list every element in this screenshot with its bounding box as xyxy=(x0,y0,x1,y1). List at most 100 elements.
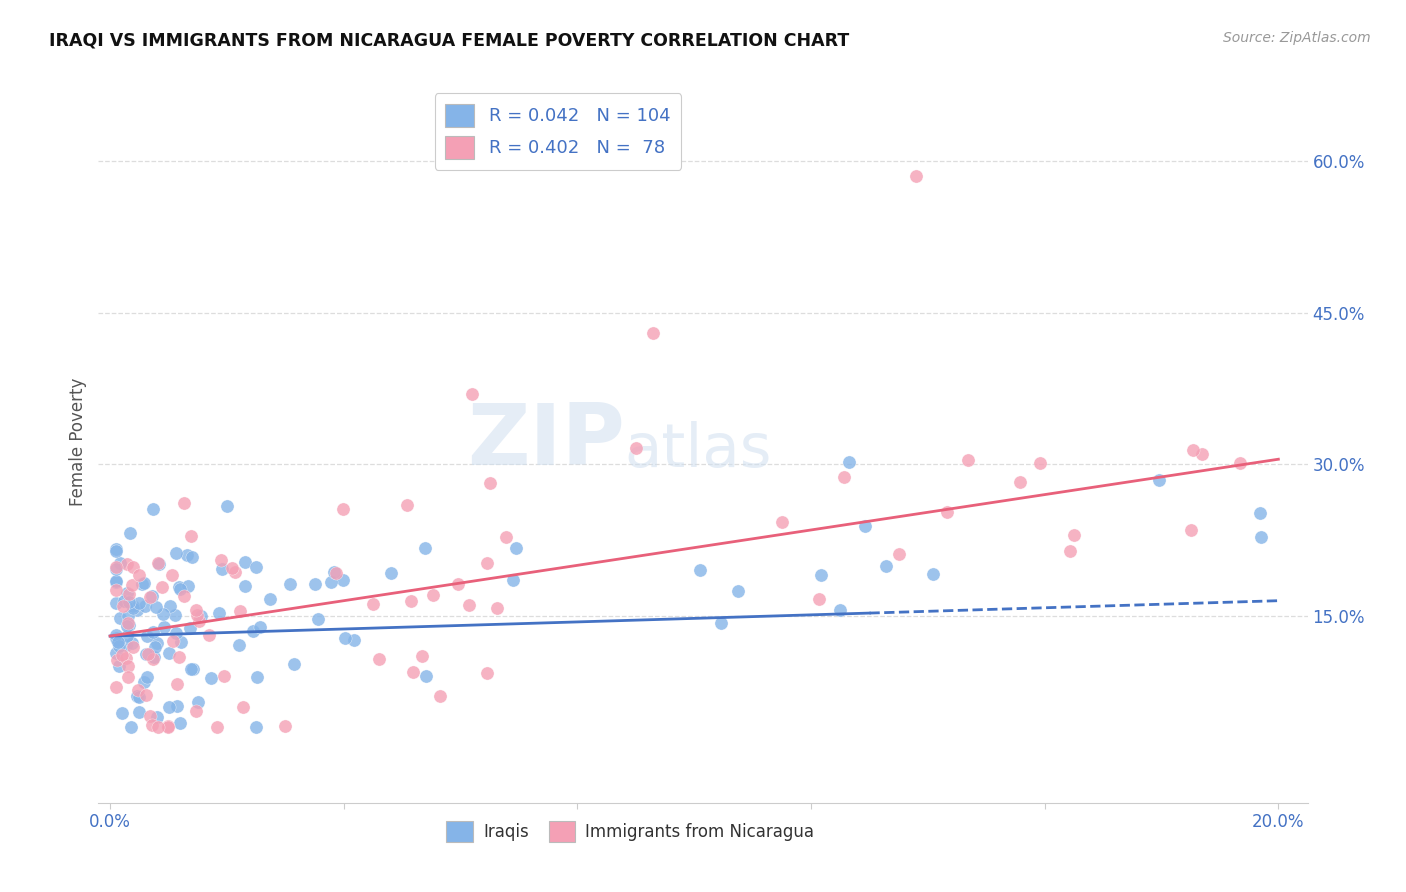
Point xyxy=(325,566,347,580)
Point xyxy=(104,646,127,660)
Point xyxy=(215,499,238,513)
Text: atlas: atlas xyxy=(624,421,772,480)
Point xyxy=(190,608,212,623)
Point xyxy=(956,453,979,467)
Point xyxy=(135,688,157,702)
Point xyxy=(167,580,190,594)
Point xyxy=(181,662,204,676)
Point xyxy=(165,546,187,560)
Point xyxy=(111,706,134,720)
Point xyxy=(1059,544,1081,558)
Point xyxy=(148,558,170,572)
Point xyxy=(118,595,141,609)
Point xyxy=(475,556,498,570)
Point xyxy=(117,658,139,673)
Point xyxy=(163,608,186,623)
Point xyxy=(128,705,150,719)
Point xyxy=(125,689,148,703)
Point xyxy=(367,652,389,666)
Point xyxy=(322,566,344,580)
Point xyxy=(486,600,509,615)
Point xyxy=(143,649,166,664)
Point xyxy=(105,632,128,647)
Point xyxy=(118,587,141,601)
Point xyxy=(1180,523,1202,537)
Point xyxy=(104,582,127,597)
Point xyxy=(115,638,138,652)
Point xyxy=(200,671,222,685)
Point xyxy=(1191,447,1213,461)
Point xyxy=(121,578,143,592)
Point xyxy=(127,683,149,698)
Point xyxy=(283,657,305,671)
Point xyxy=(922,566,945,581)
Point xyxy=(135,647,157,661)
Text: Source: ZipAtlas.com: Source: ZipAtlas.com xyxy=(1223,31,1371,45)
Point xyxy=(138,647,160,661)
Point xyxy=(229,604,252,618)
Point xyxy=(180,529,202,543)
Point xyxy=(173,496,195,510)
Point xyxy=(104,574,127,589)
Point xyxy=(104,562,127,576)
Point xyxy=(505,541,527,555)
Point xyxy=(402,665,425,680)
Point xyxy=(104,543,127,558)
Point xyxy=(153,620,176,634)
Point xyxy=(166,698,188,713)
Point xyxy=(160,568,183,582)
Point xyxy=(148,556,170,570)
Point xyxy=(280,577,302,591)
Point xyxy=(157,719,180,733)
Point xyxy=(1008,475,1031,489)
Point xyxy=(242,624,264,638)
Point xyxy=(495,530,517,544)
Point xyxy=(810,568,832,582)
Point xyxy=(121,636,143,650)
Point xyxy=(110,556,132,570)
Point xyxy=(107,639,129,653)
Point xyxy=(180,662,202,676)
Point xyxy=(117,557,139,571)
Point xyxy=(889,547,911,561)
Point xyxy=(157,647,180,661)
Point xyxy=(141,590,163,604)
Point xyxy=(321,574,343,589)
Legend: Iraqis, Immigrants from Nicaragua: Iraqis, Immigrants from Nicaragua xyxy=(440,814,821,848)
Point xyxy=(184,704,207,718)
Point xyxy=(905,169,928,184)
Point xyxy=(121,559,143,574)
Point xyxy=(122,599,145,613)
Point xyxy=(187,695,209,709)
Point xyxy=(335,631,357,645)
Point xyxy=(1250,530,1272,544)
Point xyxy=(380,566,402,581)
Point xyxy=(167,650,190,665)
Point xyxy=(104,575,127,590)
Point xyxy=(142,502,165,516)
Point xyxy=(246,670,269,684)
Point xyxy=(146,710,169,724)
Point xyxy=(413,541,436,556)
Point xyxy=(838,455,860,469)
Point xyxy=(107,634,129,648)
Point xyxy=(274,719,297,733)
Point xyxy=(304,577,326,591)
Point xyxy=(162,634,184,648)
Point xyxy=(936,505,959,519)
Point xyxy=(173,589,195,603)
Point xyxy=(808,592,831,607)
Point xyxy=(142,652,165,666)
Point xyxy=(643,326,665,340)
Point xyxy=(209,553,232,567)
Point xyxy=(415,669,437,683)
Point xyxy=(233,579,256,593)
Point xyxy=(142,624,165,639)
Point xyxy=(169,716,191,731)
Point xyxy=(224,565,246,579)
Point xyxy=(212,669,235,683)
Text: IRAQI VS IMMIGRANTS FROM NICARAGUA FEMALE POVERTY CORRELATION CHART: IRAQI VS IMMIGRANTS FROM NICARAGUA FEMAL… xyxy=(49,31,849,49)
Point xyxy=(1229,456,1251,470)
Y-axis label: Female Poverty: Female Poverty xyxy=(69,377,87,506)
Point xyxy=(159,599,181,614)
